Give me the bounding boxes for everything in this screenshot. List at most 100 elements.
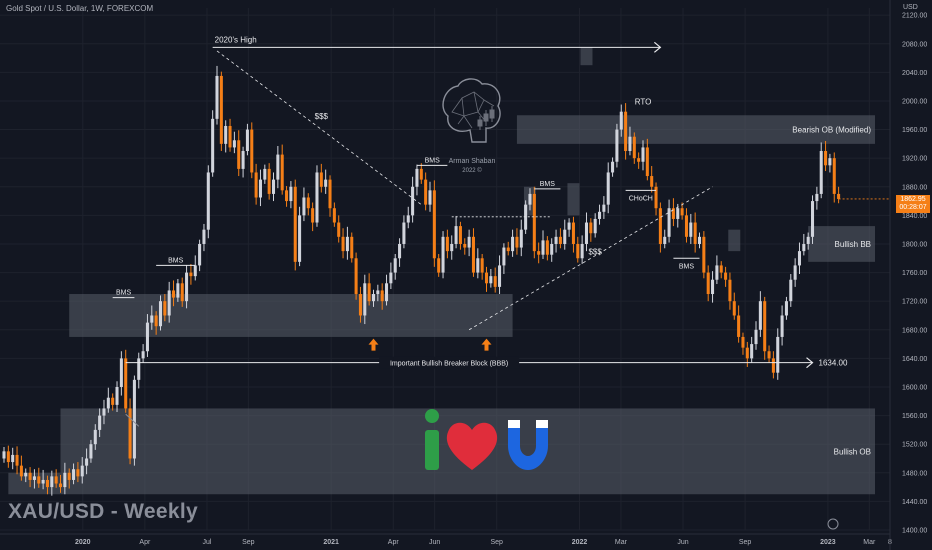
candle-body bbox=[58, 483, 63, 488]
candle-body bbox=[541, 240, 545, 255]
candle-body bbox=[676, 208, 680, 219]
highlight-box bbox=[728, 229, 741, 252]
candle-body bbox=[6, 451, 10, 463]
high-label: 2020's High bbox=[215, 35, 257, 44]
candle-body bbox=[50, 476, 54, 488]
candle-body bbox=[545, 240, 549, 255]
candle-body bbox=[367, 283, 371, 302]
candle-body bbox=[611, 161, 615, 173]
candle-body bbox=[689, 222, 693, 237]
candle-body bbox=[454, 226, 458, 244]
candle-body bbox=[15, 454, 19, 466]
candle-body bbox=[532, 193, 536, 252]
candle-body bbox=[528, 193, 532, 205]
letter-i-icon bbox=[425, 409, 439, 470]
candle-body bbox=[819, 151, 823, 194]
candle-body bbox=[119, 358, 123, 387]
candle-body bbox=[658, 208, 662, 244]
candle-body bbox=[115, 386, 119, 405]
symbol-header[interactable]: Gold Spot / U.S. Dollar, 1W, FOREXCOM bbox=[6, 4, 154, 13]
candle-body bbox=[663, 236, 667, 244]
candle-body bbox=[280, 154, 284, 191]
candle-body bbox=[45, 479, 49, 488]
time-tick-label: Apr bbox=[388, 539, 400, 546]
i-love-u-graphic bbox=[425, 409, 548, 470]
author-logo: Arman Shaban 2022 © bbox=[428, 72, 516, 178]
candle-body bbox=[641, 147, 645, 162]
brain-circuit-icon bbox=[442, 78, 501, 143]
chart-watermark: XAU/USD - Weekly bbox=[8, 500, 198, 523]
candle-body bbox=[106, 397, 110, 409]
candle-body bbox=[419, 168, 423, 180]
time-tick-label: Jul bbox=[203, 539, 212, 546]
candle-body bbox=[750, 344, 754, 359]
candle-body bbox=[719, 265, 723, 273]
candle-body bbox=[493, 276, 497, 287]
author-year: 2022 © bbox=[462, 168, 482, 174]
candles bbox=[2, 65, 841, 496]
candle-body bbox=[137, 358, 141, 380]
highlight-box bbox=[580, 47, 593, 66]
structure-break-label: BMS bbox=[116, 290, 132, 297]
bbb-arrowhead bbox=[806, 357, 814, 369]
candle-body bbox=[76, 469, 80, 477]
liquidity-trendline bbox=[468, 186, 713, 331]
liquidity-label: $$$ bbox=[588, 248, 602, 257]
candle-body bbox=[467, 236, 471, 248]
structure-break-label: CHoCH bbox=[629, 195, 653, 202]
candle-body bbox=[63, 472, 67, 488]
bar-countdown: 00:28:07 bbox=[899, 204, 927, 211]
candle-body bbox=[141, 351, 145, 359]
candle-body bbox=[271, 179, 276, 194]
candle-body bbox=[776, 336, 780, 373]
candle-body bbox=[450, 243, 454, 252]
candle-body bbox=[667, 208, 671, 237]
candle-body bbox=[250, 129, 254, 173]
candle-body bbox=[697, 236, 702, 244]
candle-body bbox=[637, 158, 641, 162]
candle-body bbox=[306, 197, 310, 209]
candle-body bbox=[680, 208, 684, 216]
candle-body bbox=[519, 229, 523, 248]
candle-body bbox=[402, 222, 406, 244]
candle-body bbox=[124, 358, 128, 409]
price-tick-label: 2000.00 bbox=[902, 98, 927, 105]
candle-body bbox=[511, 236, 515, 252]
candle-body bbox=[393, 258, 397, 273]
candle-body bbox=[128, 408, 132, 459]
bbb-price-label: 1634.00 bbox=[819, 359, 848, 368]
price-tick-label: 1520.00 bbox=[902, 442, 927, 449]
liquidity-label: $$$ bbox=[315, 112, 329, 121]
candle-body bbox=[245, 129, 249, 152]
high-arrowhead bbox=[653, 41, 662, 53]
candle-body bbox=[298, 215, 302, 262]
candle-body bbox=[515, 236, 519, 248]
candle-body bbox=[702, 236, 706, 273]
candle-body bbox=[380, 290, 384, 302]
annotation-labels: Bearish OB (Modified) Bullish BB Bullish O… bbox=[116, 35, 871, 456]
price-tick-label: 2040.00 bbox=[902, 70, 927, 77]
candle-body bbox=[54, 476, 58, 484]
candle-body bbox=[815, 193, 819, 202]
candle-body bbox=[789, 279, 793, 302]
candle-body bbox=[189, 272, 193, 277]
price-tick-label: 1960.00 bbox=[902, 127, 927, 134]
candle-body bbox=[202, 229, 206, 244]
price-tick-label: 1560.00 bbox=[902, 413, 927, 420]
candle-body bbox=[811, 201, 815, 237]
rto-label: RTO bbox=[635, 98, 652, 107]
candle-body bbox=[132, 379, 136, 459]
structure-break-label: BMS bbox=[679, 263, 695, 270]
candle-body bbox=[111, 397, 115, 405]
candle-body bbox=[32, 476, 36, 480]
candle-body bbox=[406, 215, 410, 223]
candle-body bbox=[267, 168, 271, 194]
candle-body bbox=[2, 451, 6, 459]
candle-body bbox=[72, 469, 76, 480]
price-tick-label: 1760.00 bbox=[902, 270, 927, 277]
candle-body bbox=[780, 315, 784, 337]
candle-body bbox=[793, 265, 797, 280]
candle-body bbox=[684, 215, 688, 237]
